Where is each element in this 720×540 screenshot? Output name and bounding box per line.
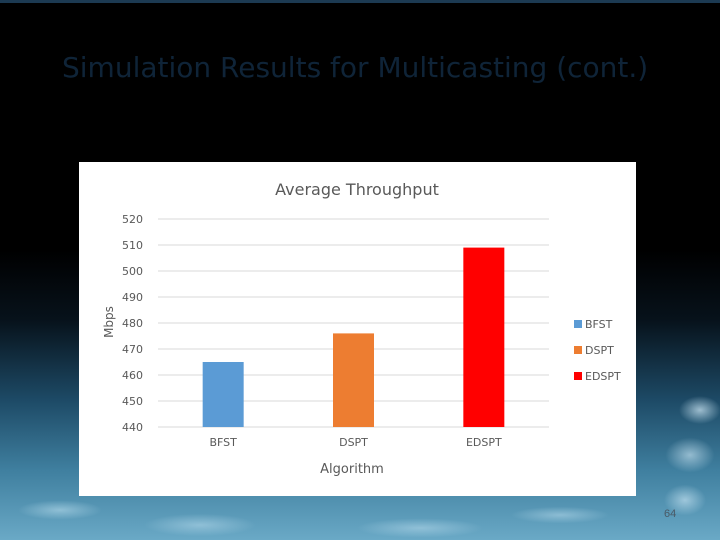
legend-swatch	[574, 346, 582, 354]
y-tick-label: 440	[122, 421, 143, 434]
labels-layer: 440 450 460 470 480 490 500 510 520 BFST DSPT EDSPT	[122, 213, 502, 449]
x-tick-label: EDSPT	[466, 436, 502, 449]
page-number: 64	[664, 508, 677, 520]
dragon-decoration	[640, 380, 720, 530]
legend-entry: EDSPT	[585, 370, 621, 383]
y-axis-label: Mbps	[102, 306, 116, 338]
bar-dspt	[333, 333, 374, 427]
bars-layer	[202, 247, 505, 427]
y-tick-label: 460	[122, 369, 143, 382]
legend-entry: BFST	[585, 318, 613, 331]
legend-entry: DSPT	[585, 344, 614, 357]
x-tick-label: BFST	[209, 436, 237, 449]
y-tick-label: 500	[122, 265, 143, 278]
throughput-chart: 440 450 460 470 480 490 500 510 520 BFST DSPT EDSPT…	[102, 180, 621, 477]
legend-swatch	[574, 320, 582, 328]
y-tick-label: 470	[122, 343, 143, 356]
y-tick-label: 490	[122, 291, 143, 304]
y-tick-label: 450	[122, 395, 143, 408]
y-tick-label: 520	[122, 213, 143, 226]
y-tick-label: 480	[122, 317, 143, 330]
legend-layer: BFST DSPT EDSPT	[574, 318, 621, 383]
slide-title: Simulation Results for Multicasting (con…	[62, 51, 649, 84]
chart-title: Average Throughput	[275, 180, 439, 199]
x-tick-label: DSPT	[339, 436, 368, 449]
legend-swatch	[574, 372, 582, 380]
bar-edspt	[463, 247, 505, 427]
bar-bfst	[202, 362, 244, 427]
y-tick-label: 510	[122, 239, 143, 252]
x-axis-label: Algorithm	[320, 462, 384, 477]
chart-panel: 440 450 460 470 480 490 500 510 520 BFST DSPT EDSPT…	[79, 162, 636, 496]
